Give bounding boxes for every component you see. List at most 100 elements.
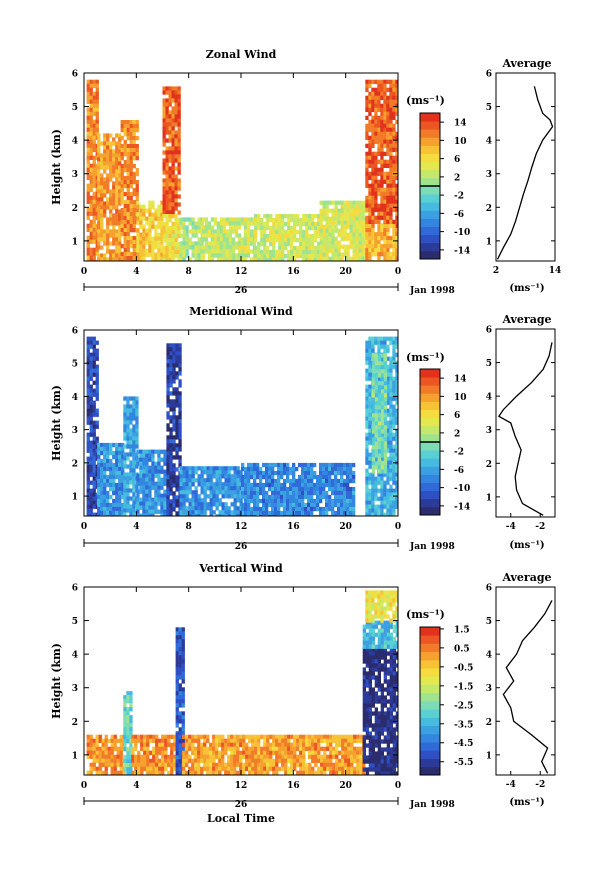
vertical-xtick-label-6: 0 [395,781,401,791]
zonal-heat-region-1 [97,133,122,261]
vertical-heat-region-6 [362,620,398,649]
vertical-average-frame [495,586,556,776]
meridional-colorbar-label-2: 6 [454,411,460,421]
zonal-colorbar-swatch-1 [420,242,440,252]
zonal-average-title: Average [501,57,551,70]
zonal-ytick-label-0: 1 [72,237,78,247]
meridional-colorbar-swatch-12 [420,409,440,419]
zonal-average-ytick-label-5: 6 [486,70,492,80]
zonal-average-ytick-label-1: 2 [486,204,492,214]
vertical-average-unit: (ms⁻¹) [509,797,544,808]
meridional-average-xtick-label-0: -4 [506,522,516,532]
meridional-colorbar-label-6: -10 [454,484,470,494]
meridional-average-xtick-label-1: -2 [535,522,545,532]
vertical-average-ytick-label-2: 3 [486,684,492,694]
zonal-colorbar-swatch-10 [420,169,440,179]
meridional-average-panel: 1 2 3 4 5 6 -4 -2 [486,326,556,532]
meridional-heat-region-5 [179,466,243,516]
meridional-xtick-label-1: 4 [133,522,139,532]
meridional-xtick-label-4: 16 [287,522,300,532]
zonal-heat-region-11 [365,224,398,261]
zonal-colorbar-swatch-6 [420,202,440,211]
zonal-average-ytick-label-0: 1 [486,237,492,247]
meridional-colorbar-swatch-8 [420,442,440,451]
vertical-colorbar-label-4: -2.5 [454,701,473,711]
meridional-colorbar-label-7: -14 [454,502,470,512]
zonal-xtick-label-4: 16 [287,267,300,277]
zonal-colorbar-label-3: 2 [454,173,460,183]
vertical-colorbar-label-5: -3.5 [454,720,473,730]
zonal-heat-region-9 [319,200,368,261]
zonal-average-unit: (ms⁻¹) [509,283,544,294]
zonal-colorbar-swatch-16 [420,121,440,130]
zonal-colorbar-swatch-9 [420,177,440,187]
zonal-ytick-label-4: 5 [72,103,78,113]
zonal-colorbar-swatch-17 [420,113,440,122]
meridional-ytick-label-4: 5 [72,360,78,370]
vertical-ytick-label-0: 1 [72,751,78,761]
meridional-average-frame [495,328,556,518]
meridional-colorbar-label-0: 14 [454,375,467,385]
meridional-heat-region-1 [97,442,125,516]
zonal-average-ytick-label-2: 3 [486,170,492,180]
zonal-colorbar-swatch-11 [420,161,440,171]
vertical-colorbar-swatch-9 [420,692,440,702]
vertical-average-ytick-label-4: 5 [486,617,492,627]
vertical-colorbar-label-1: 0.5 [454,644,470,654]
zonal-colorbar-swatch-15 [420,129,440,138]
zonal-heat-region-10 [365,79,398,228]
zonal-average-profile-line [496,86,554,260]
meridional-day-bar [83,539,399,547]
zonal-colorbar-label-5: -6 [454,210,464,220]
vertical-average-ytick-label-1: 2 [486,718,492,728]
zonal-colorbar-swatch-12 [420,153,440,163]
vertical-average-ytick-label-3: 4 [486,651,492,661]
vertical-heat-region-1 [123,691,133,775]
meridional-colorbar-swatch-0 [420,506,440,516]
meridional-colorbar-swatch-10 [420,425,440,435]
meridional-colorbar-label-3: 2 [454,429,460,439]
vertical-colorbar-swatch-14 [420,651,440,661]
meridional-xtick-label-3: 12 [235,522,248,532]
vertical-ytick-label-3: 4 [72,651,78,661]
meridional-colorbar-label-4: -2 [454,448,464,458]
zonal-average-frame [495,72,556,262]
vertical-ytick-label-4: 5 [72,617,78,627]
vertical-colorbar-frame [419,626,441,776]
meridional-colorbar-swatch-2 [420,490,440,500]
meridional-average-ytick-label-2: 3 [486,426,492,436]
vertical-heat-region-7 [365,590,398,623]
meridional-colorbar-swatch-16 [420,377,440,386]
vertical-average-xtick-label-1: -2 [535,780,545,790]
zonal-colorbar-swatch-7 [420,194,440,203]
zonal-date-label: Jan 1998 [409,286,455,296]
vertical-colorbar-label-2: -0.5 [454,663,473,673]
zonal-heat-region-4 [162,86,181,215]
zonal-average-ytick-label-3: 4 [486,137,492,147]
vertical-heat-region-3 [175,627,185,775]
zonal-xtick-label-6: 0 [395,267,401,277]
vertical-colorbar-swatch-2 [420,750,440,759]
vertical-colorbar-swatch-13 [420,659,440,669]
meridional-ytick-label-5: 6 [72,327,78,337]
zonal-colorbar-label-4: -2 [454,192,464,202]
meridional-colorbar-unit: (ms⁻¹) [406,351,445,364]
zonal-average-xtick-label-1: 14 [549,266,562,276]
meridional-colorbar-swatch-3 [420,482,440,492]
zonal-ytick-label-1: 2 [72,204,78,214]
vertical-colorbar: 1.5 0.5 -0.5 -1.5 -2.5 -3.5 -4.5 -5.5 [419,625,473,776]
zonal-ylabel: Height (km) [50,129,63,205]
meridional-average-ytick-label-5: 6 [486,326,492,336]
vertical-colorbar-swatch-1 [420,758,440,768]
vertical-date-label: Jan 1998 [409,800,455,810]
meridional-average-ytick-label-4: 5 [486,359,492,369]
zonal-xtick-label-5: 20 [339,267,352,277]
vertical-xtick-label-2: 8 [186,781,192,791]
vertical-colorbar-swatch-16 [420,635,440,644]
meridional-colorbar-swatch-9 [420,433,440,443]
